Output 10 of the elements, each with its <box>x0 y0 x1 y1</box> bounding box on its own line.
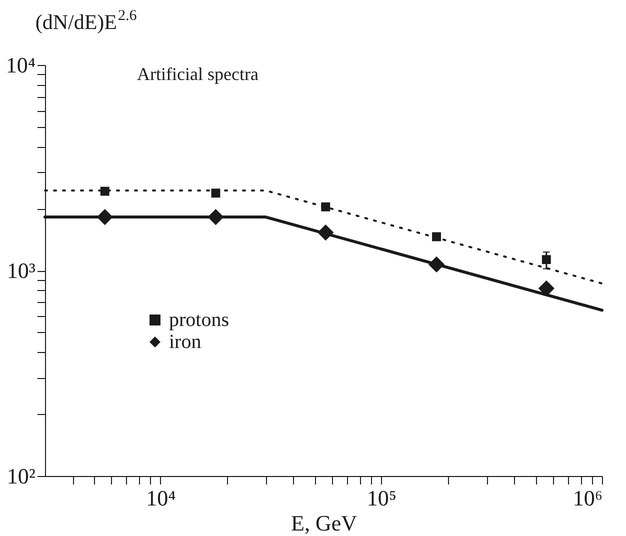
x-tick-label: 10⁵ <box>366 486 397 510</box>
annotation: Artificial spectra <box>137 64 258 84</box>
y-tick-label: 10² <box>6 464 36 488</box>
y-tick-label: 10⁴ <box>6 52 36 78</box>
legend-label: iron <box>169 331 202 353</box>
x-axis-title: E, GeV <box>291 510 358 536</box>
x-tick-label: 10⁶ <box>572 486 602 510</box>
x-tick-label: 10⁴ <box>146 486 176 510</box>
y-tick-label: 10³ <box>6 258 36 283</box>
legend-label: protons <box>169 309 230 331</box>
